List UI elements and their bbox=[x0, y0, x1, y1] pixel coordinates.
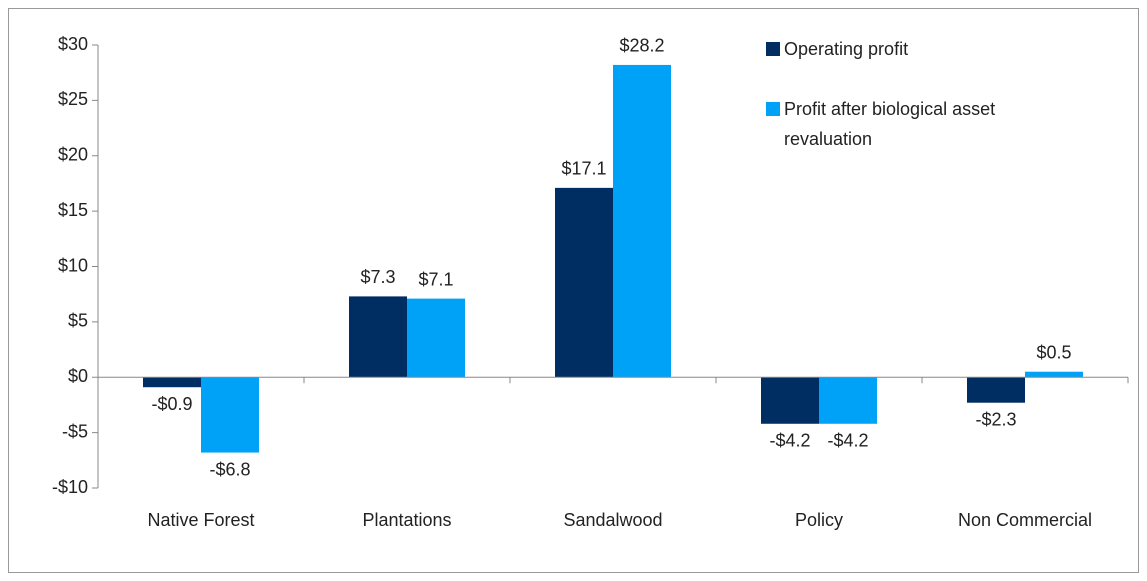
legend-label: Profit after biological asset revaluatio… bbox=[784, 99, 996, 149]
data-label: $7.1 bbox=[418, 269, 453, 289]
legend-item: Operating profit bbox=[766, 34, 1096, 64]
y-tick-label: -$10 bbox=[52, 477, 88, 497]
y-tick-label: -$5 bbox=[62, 421, 88, 441]
x-tick-label: Sandalwood bbox=[563, 510, 662, 530]
data-label: $17.1 bbox=[561, 159, 606, 179]
bar bbox=[349, 296, 407, 378]
data-label: $28.2 bbox=[619, 36, 664, 56]
bar bbox=[613, 64, 671, 378]
data-label: -$6.8 bbox=[209, 459, 250, 479]
legend-swatch bbox=[766, 102, 780, 116]
bar bbox=[967, 377, 1025, 403]
legend: Operating profit Profit after biological … bbox=[766, 34, 1096, 184]
x-tick-label: Policy bbox=[795, 510, 843, 530]
legend-swatch bbox=[766, 42, 780, 56]
y-tick-label: $0 bbox=[68, 366, 88, 386]
data-label: -$4.2 bbox=[769, 431, 810, 451]
data-label: $7.3 bbox=[360, 267, 395, 287]
x-tick-label: Non Commercial bbox=[958, 510, 1092, 530]
bar bbox=[143, 377, 201, 388]
bar bbox=[555, 187, 613, 378]
x-tick-label: Plantations bbox=[362, 510, 451, 530]
bar bbox=[819, 377, 877, 424]
y-tick-label: $25 bbox=[58, 89, 88, 109]
data-label: -$4.2 bbox=[827, 431, 868, 451]
data-label: -$0.9 bbox=[151, 394, 192, 414]
legend-item: Profit after biological asset revaluatio… bbox=[766, 94, 1096, 154]
data-label: $0.5 bbox=[1036, 342, 1071, 362]
bar bbox=[407, 298, 465, 378]
y-tick-label: $20 bbox=[58, 145, 88, 165]
bar bbox=[761, 377, 819, 424]
bar bbox=[201, 377, 259, 453]
legend-label: Operating profit bbox=[784, 39, 909, 59]
data-label: -$2.3 bbox=[975, 409, 1016, 429]
x-tick-label: Native Forest bbox=[147, 510, 254, 530]
y-tick-label: $10 bbox=[58, 255, 88, 275]
bar bbox=[1025, 371, 1083, 378]
y-tick-label: $15 bbox=[58, 200, 88, 220]
y-tick-label: $30 bbox=[58, 34, 88, 54]
y-tick-label: $5 bbox=[68, 311, 88, 331]
